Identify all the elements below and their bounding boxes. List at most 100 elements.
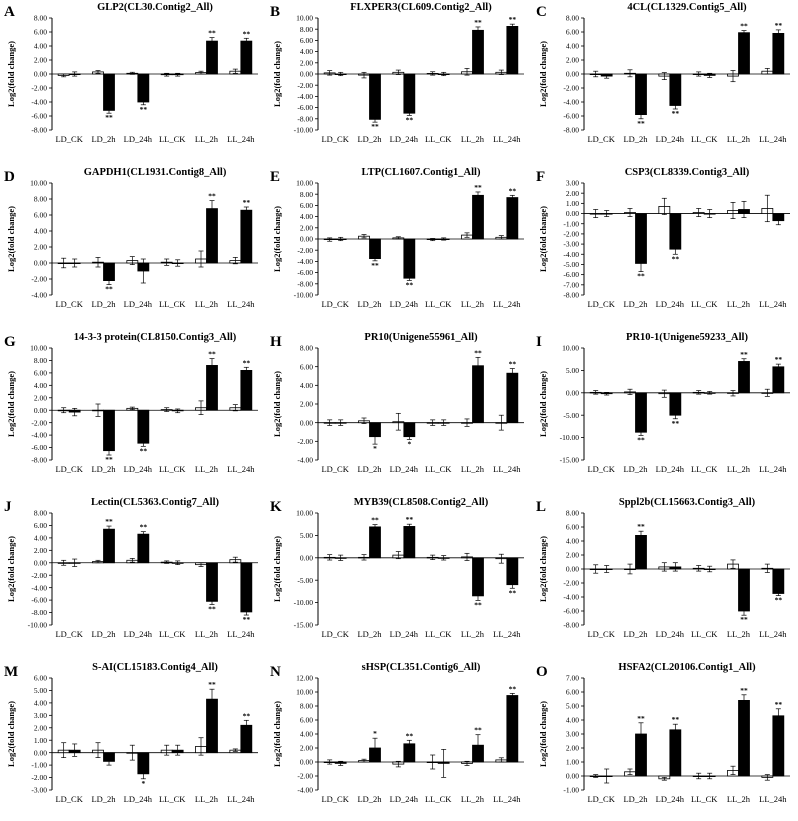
chart-g-ytick-label: 0.00: [34, 406, 47, 415]
chart-k-ytick-label: -10.00: [294, 598, 314, 607]
chart-n-ytick-label: 0.00: [300, 758, 313, 767]
chart-g-category-label: LD_CK: [55, 464, 83, 474]
chart-l-bar-filled: [738, 568, 750, 612]
chart-a-ytick-label: 4.00: [34, 42, 47, 51]
chart-f-ytick-label: 3.00: [566, 179, 579, 188]
chart-e-bar-filled: [472, 194, 484, 240]
chart-g-sig-mark: **: [243, 358, 251, 367]
chart-m-sig-mark: **: [208, 680, 216, 689]
chart-d-ylabel: Log2(fold change): [6, 206, 16, 272]
chart-l-ytick-label: -2.00: [563, 579, 579, 588]
chart-b-sig-mark: **: [371, 122, 379, 131]
chart-d-letter: D: [4, 169, 15, 185]
chart-b-ytick-label: 8.00: [300, 25, 313, 34]
chart-d-ytick-label: -2.00: [31, 275, 47, 284]
chart-b-ytick-label: 6.00: [300, 36, 313, 45]
chart-a-ytick-label: 6.00: [34, 28, 47, 37]
chart-k-category-label: LD_2h: [357, 629, 382, 639]
chart-a-category-label: LL_2h: [195, 134, 219, 144]
chart-j-ytick-label: -2.00: [31, 571, 47, 580]
chart-n-category-label: LD_24h: [390, 794, 419, 804]
chart-m-ytick-label: 4.00: [34, 698, 47, 707]
chart-g-category-label: LL_24h: [227, 464, 255, 474]
chart-e-sig-mark: **: [474, 183, 482, 192]
chart-o-bar-filled: [772, 715, 785, 777]
chart-l-category-label: LD_24h: [656, 629, 685, 639]
chart-o-bar-filled: [738, 700, 750, 777]
chart-d-sig-mark: **: [243, 198, 251, 207]
chart-c-category-label: LL_2h: [727, 134, 751, 144]
chart-a-bar-filled: [137, 73, 150, 103]
chart-o-sig-mark: **: [740, 686, 748, 695]
chart-n-sig-mark: *: [373, 729, 377, 738]
chart-d-category-label: LL_24h: [227, 299, 255, 309]
chart-n-sig-mark: **: [406, 731, 414, 740]
chart-j-ytick-label: 4.00: [34, 533, 47, 542]
chart-j-sig-mark: **: [140, 523, 148, 532]
chart-h-category-label: LD_2h: [357, 464, 382, 474]
chart-b-category-label: LD_24h: [390, 134, 419, 144]
chart-m-sig-mark: *: [141, 779, 145, 788]
chart-b-ytick-label: -2.00: [297, 81, 313, 90]
chart-b-sig-mark: **: [406, 115, 414, 124]
chart-k-sig-mark: **: [406, 515, 414, 524]
chart-n-letter: N: [270, 664, 281, 680]
chart-k-category-label: LL_24h: [493, 629, 521, 639]
chart-e-category-label: LD_2h: [357, 299, 382, 309]
chart-k-letter: K: [270, 499, 282, 515]
chart-k-category-label: LL_2h: [461, 629, 485, 639]
chart-i-ytick-label: -5.00: [563, 411, 579, 420]
chart-c-ytick-label: 2.00: [566, 56, 579, 65]
chart-o-ylabel: Log2(fold change): [538, 701, 548, 767]
chart-j-ytick-label: 8.00: [34, 509, 47, 518]
chart-a-category-label: LD_24h: [124, 134, 153, 144]
chart-e-ytick-label: 8.00: [300, 190, 313, 199]
chart-l-sig-mark: **: [740, 615, 748, 624]
chart-f-category-label: LD_CK: [587, 299, 615, 309]
chart-g-sig-mark: **: [140, 446, 148, 455]
chart-g-ytick-label: -4.00: [31, 431, 47, 440]
chart-o-ytick-label: 3.00: [566, 730, 579, 739]
chart-h-sig-mark: *: [407, 439, 411, 448]
chart-j-bar-filled: [137, 533, 150, 564]
chart-i-sig-mark: **: [672, 419, 680, 428]
chart-f-ylabel: Log2(fold change): [538, 206, 548, 272]
chart-g-category-label: LL_2h: [195, 464, 219, 474]
chart-o-category-label: LD_24h: [656, 794, 685, 804]
chart-e-ytick-label: 10.00: [296, 179, 313, 188]
chart-c-bar-filled: [738, 32, 750, 75]
chart-f-category-label: LD_24h: [656, 299, 685, 309]
chart-e-ylabel: Log2(fold change): [272, 206, 282, 272]
chart-d-ytick-label: 4.00: [34, 227, 47, 236]
chart-b-category-label: LD_CK: [321, 134, 349, 144]
chart-j-ytick-label: -4.00: [31, 583, 47, 592]
chart-i-category-label: LD_2h: [623, 464, 648, 474]
chart-l-ytick-label: -4.00: [563, 593, 579, 602]
chart-c-ytick-label: -4.00: [563, 98, 579, 107]
chart-g-ytick-label: -2.00: [31, 418, 47, 427]
chart-h-category-label: LL_2h: [461, 464, 485, 474]
chart-n-category-label: LL_24h: [493, 794, 521, 804]
chart-m-ytick-label: 2.00: [34, 723, 47, 732]
chart-h-category-label: LD_CK: [321, 464, 349, 474]
chart-h-ytick-label: 2.00: [300, 400, 313, 409]
chart-e-sig-mark: **: [509, 186, 517, 195]
chart-n-title: sHSP(CL351.Contig6_All): [362, 662, 481, 673]
chart-panel: M S-AI(CL15183.Contig4_All) Log2(fold chan…: [4, 662, 258, 804]
chart-f-ytick-label: -4.00: [563, 250, 579, 259]
chart-i-ytick-label: 5.00: [566, 366, 579, 375]
chart-a-ytick-label: -4.00: [31, 98, 47, 107]
chart-l-bar-filled: [635, 535, 647, 570]
chart-m-ytick-label: 1.00: [34, 736, 47, 745]
chart-k-ytick-label: 5.00: [300, 531, 313, 540]
chart-b-ytick-label: -8.00: [297, 114, 313, 123]
chart-j-ytick-label: -10.00: [28, 621, 48, 630]
chart-c-category-label: LD_CK: [587, 134, 615, 144]
chart-c-ytick-label: -8.00: [563, 126, 579, 135]
chart-d-category-label: LD_24h: [124, 299, 153, 309]
chart-c-sig-mark: **: [740, 22, 748, 31]
chart-o-category-label: LD_2h: [623, 794, 648, 804]
chart-panel: I PR10-1(Unigene59233_All) Log2(fold chang…: [536, 332, 790, 474]
chart-b-category-label: LD_2h: [357, 134, 382, 144]
chart-f-sig-mark: **: [672, 254, 680, 263]
